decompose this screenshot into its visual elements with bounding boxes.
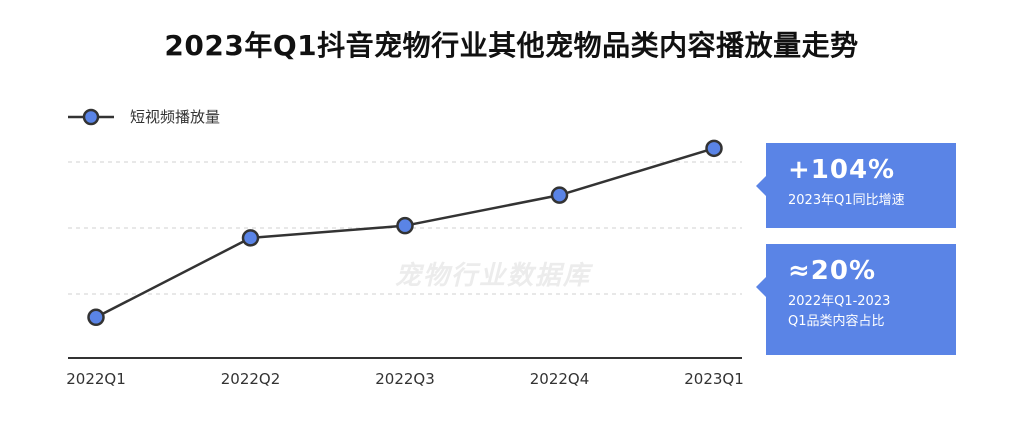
legend-label: 短视频播放量 [130, 108, 221, 126]
data-point [550, 186, 569, 204]
x-tick-label: 2022Q4 [530, 370, 590, 388]
data-point [396, 216, 414, 235]
card-pointer [756, 277, 766, 297]
data-point [705, 139, 723, 158]
data-point [241, 229, 260, 247]
category-share-label-line2: Q1品类内容占比 [788, 314, 885, 329]
x-tick-label: 2023Q1 [684, 370, 744, 388]
yoy-growth-card: +104% 2023年Q1同比增速 [756, 143, 956, 228]
category-share-value: ≈20% [788, 256, 877, 286]
data-point [87, 308, 105, 327]
x-tick-label: 2022Q3 [375, 370, 435, 388]
category-share-card: ≈20% 2022年Q1-2023 Q1品类内容占比 [756, 244, 956, 355]
legend-line-marker-icon [68, 108, 114, 125]
yoy-growth-label: 2023年Q1同比增速 [788, 193, 905, 208]
watermark: 宠物行业数据库 [395, 261, 592, 291]
yoy-growth-value: +104% [788, 155, 896, 185]
x-tick-label: 2022Q1 [66, 370, 126, 388]
category-share-label-line1: 2022年Q1-2023 [788, 294, 891, 309]
card-pointer [756, 176, 766, 196]
x-tick-label: 2022Q2 [221, 370, 281, 388]
chart-title: 2023年Q1抖音宠物行业其他宠物品类内容播放量走势 [164, 29, 859, 62]
legend: 短视频播放量 [66, 106, 220, 127]
